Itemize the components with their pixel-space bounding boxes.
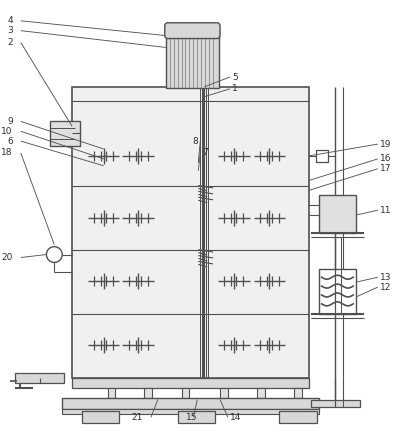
Text: 20: 20 [2,253,13,262]
FancyBboxPatch shape [164,23,219,39]
Text: 12: 12 [379,283,390,291]
Text: 7: 7 [202,148,207,157]
Text: 18: 18 [1,148,13,157]
Text: 6: 6 [7,136,13,146]
Bar [50,121,80,146]
Bar [318,195,355,233]
Bar [181,388,189,397]
Bar [72,378,308,388]
Bar [257,388,265,397]
Polygon shape [317,151,325,161]
Bar [293,388,301,397]
Text: 13: 13 [379,273,390,282]
Bar [62,397,318,409]
Bar [318,269,355,314]
Text: 17: 17 [379,164,390,173]
Bar [169,26,214,35]
Bar [144,388,152,397]
Bar [72,87,308,378]
Text: 15: 15 [185,413,197,422]
Bar [219,388,227,397]
Text: 5: 5 [231,73,237,82]
Bar [82,412,119,423]
Text: 10: 10 [1,127,13,136]
Text: 16: 16 [379,154,390,163]
Text: 4: 4 [7,16,13,25]
Bar [107,388,115,397]
Text: 11: 11 [379,206,390,215]
Bar [310,400,359,408]
Bar [315,150,327,162]
Text: 21: 21 [131,413,143,422]
Bar [177,412,214,423]
Text: 3: 3 [7,26,13,35]
Bar [278,412,316,423]
Text: 8: 8 [192,136,198,146]
Text: 1: 1 [231,84,237,93]
Text: 2: 2 [7,38,13,47]
Text: 14: 14 [229,413,241,422]
Bar [62,409,318,414]
Text: 19: 19 [379,140,390,148]
Bar [15,373,64,383]
Bar [165,31,218,88]
Text: 9: 9 [7,117,13,126]
